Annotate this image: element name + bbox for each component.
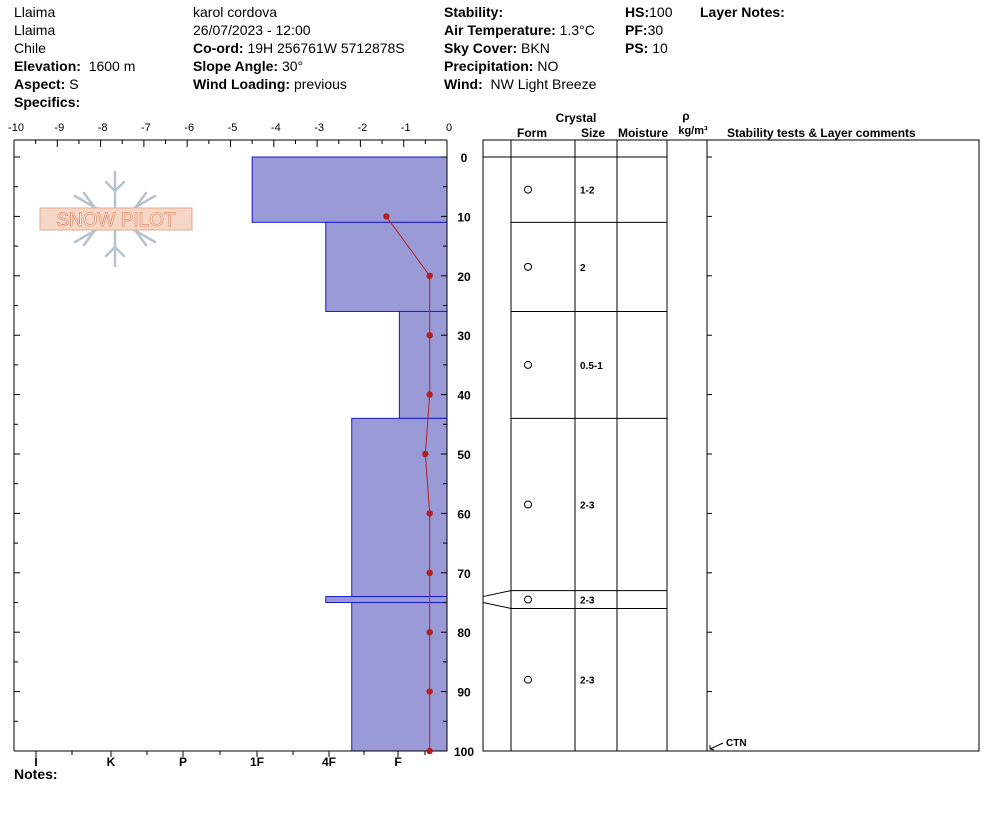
hardness-tick-label: P (179, 755, 187, 769)
layer-connector (482, 590, 512, 598)
depth-tick-label: 0 (461, 151, 468, 165)
temp-tick-label: -8 (98, 122, 108, 134)
depth-tick-label: 20 (457, 270, 471, 284)
hardness-bar (351, 602, 448, 752)
logo-banner (39, 207, 193, 231)
depth-tick-label: 10 (457, 210, 471, 224)
moisture-header: Moisture (618, 126, 668, 140)
temp-tick-label: -7 (141, 122, 151, 134)
temperature-point (426, 272, 433, 279)
depth-tick-label: 30 (457, 329, 471, 343)
crystal-size-label: 2 (580, 263, 586, 274)
temp-tick-label: 0 (446, 122, 452, 134)
depth-tick-label: 70 (457, 567, 471, 581)
temp-tick-label: -4 (271, 122, 281, 134)
temperature-point (426, 391, 433, 398)
hardness-tick-label: K (107, 755, 116, 769)
depth-tick-label: 80 (457, 626, 471, 640)
stability-field: Stability: (444, 4, 504, 20)
coord-field: Co-ord: 19H 256761W 5712878S (193, 40, 405, 56)
depth-tick-label: 60 (457, 507, 471, 521)
temperature-point (426, 569, 433, 576)
sky-cover-field: Sky Cover: BKN (444, 40, 550, 56)
stability-test-label: CTN (726, 738, 747, 749)
wind-loading-field: Wind Loading: previous (193, 76, 347, 92)
crystal-form-icon (524, 675, 532, 684)
aspect-field: Aspect: S (14, 76, 79, 92)
location-line-2: Llaima (14, 22, 56, 38)
comments-header: Stability tests & Layer comments (727, 126, 916, 140)
temp-tick-label: -9 (54, 122, 64, 134)
crystal-size-label: 0.5-1 (580, 361, 603, 372)
hardness-tick-label: F (394, 755, 401, 769)
hardness-tick-label: 4F (322, 755, 336, 769)
crystal-header: Crystal (556, 111, 597, 125)
temp-tick-label: -1 (401, 122, 411, 134)
notes-field: Notes: (14, 766, 58, 782)
temperature-point (426, 332, 433, 339)
crystal-form-icon (524, 595, 532, 604)
crystal-size-label: 2-3 (580, 500, 595, 511)
depth-tick-label: 100 (454, 745, 474, 759)
hardness-tick-label: 1F (250, 755, 264, 769)
stability-test-arrow (709, 745, 715, 751)
layer-notes-field: Layer Notes: (700, 4, 785, 20)
hs-field: HS:100 (625, 4, 673, 20)
temperature-point (426, 688, 433, 695)
precip-field: Precipitation: NO (444, 58, 559, 74)
form-header: Form (517, 126, 547, 140)
observation-datetime: 26/07/2023 - 12:00 (193, 22, 311, 38)
temperature-point (422, 450, 429, 458)
temp-tick-label: -10 (8, 122, 24, 134)
density-unit-header: kg/m³ (678, 125, 708, 137)
temperature-point (426, 629, 433, 636)
hardness-bar (398, 310, 448, 419)
location-line-1: Llaima (14, 4, 56, 20)
logo-text: SNOW PILOT (56, 210, 176, 231)
crystal-form-icon (524, 262, 532, 271)
depth-tick-label: 40 (457, 389, 471, 403)
depth-tick-label: 90 (457, 686, 471, 700)
crystal-form-icon (524, 360, 532, 369)
air-temp-field: Air Temperature: 1.3°C (444, 22, 595, 38)
ps-field: PS: 10 (625, 40, 668, 56)
hardness-bar (325, 221, 448, 312)
crystal-form-icon (524, 500, 532, 509)
crystal-form-icon (524, 185, 532, 194)
crystal-size-label: 2-3 (580, 596, 595, 607)
slope-field: Slope Angle: 30° (193, 58, 304, 74)
size-header: Size (581, 126, 605, 140)
temp-tick-label: -3 (314, 122, 324, 134)
layer-table-frame (482, 139, 980, 752)
layer-connector (482, 602, 512, 609)
temperature-line (385, 216, 431, 751)
pf-field: PF:30 (625, 22, 664, 38)
temperature-point (383, 213, 390, 220)
hardness-tick-label: I (34, 755, 37, 769)
hardness-bar (351, 417, 448, 598)
crystal-size-label: 1-2 (580, 186, 595, 197)
rho-header: ρ (682, 109, 689, 123)
location-line-3: Chile (14, 40, 46, 56)
depth-tick-label: 50 (457, 448, 471, 462)
crystal-size-label: 2-3 (580, 676, 595, 687)
hardness-bar (251, 156, 448, 223)
temp-tick-label: -5 (228, 122, 238, 134)
temp-tick-label: -6 (184, 122, 194, 134)
hardness-bar (325, 596, 448, 603)
wind-field: Wind: NW Light Breeze (444, 76, 597, 92)
temp-tick-label: -2 (358, 122, 368, 134)
stability-test-pointer (709, 742, 724, 750)
temperature-point (426, 510, 433, 517)
elevation-field: Elevation: 1600 m (14, 58, 136, 74)
specifics-field: Specifics: (14, 94, 81, 110)
observer-name: karol cordova (193, 4, 278, 20)
temperature-point (426, 747, 433, 755)
